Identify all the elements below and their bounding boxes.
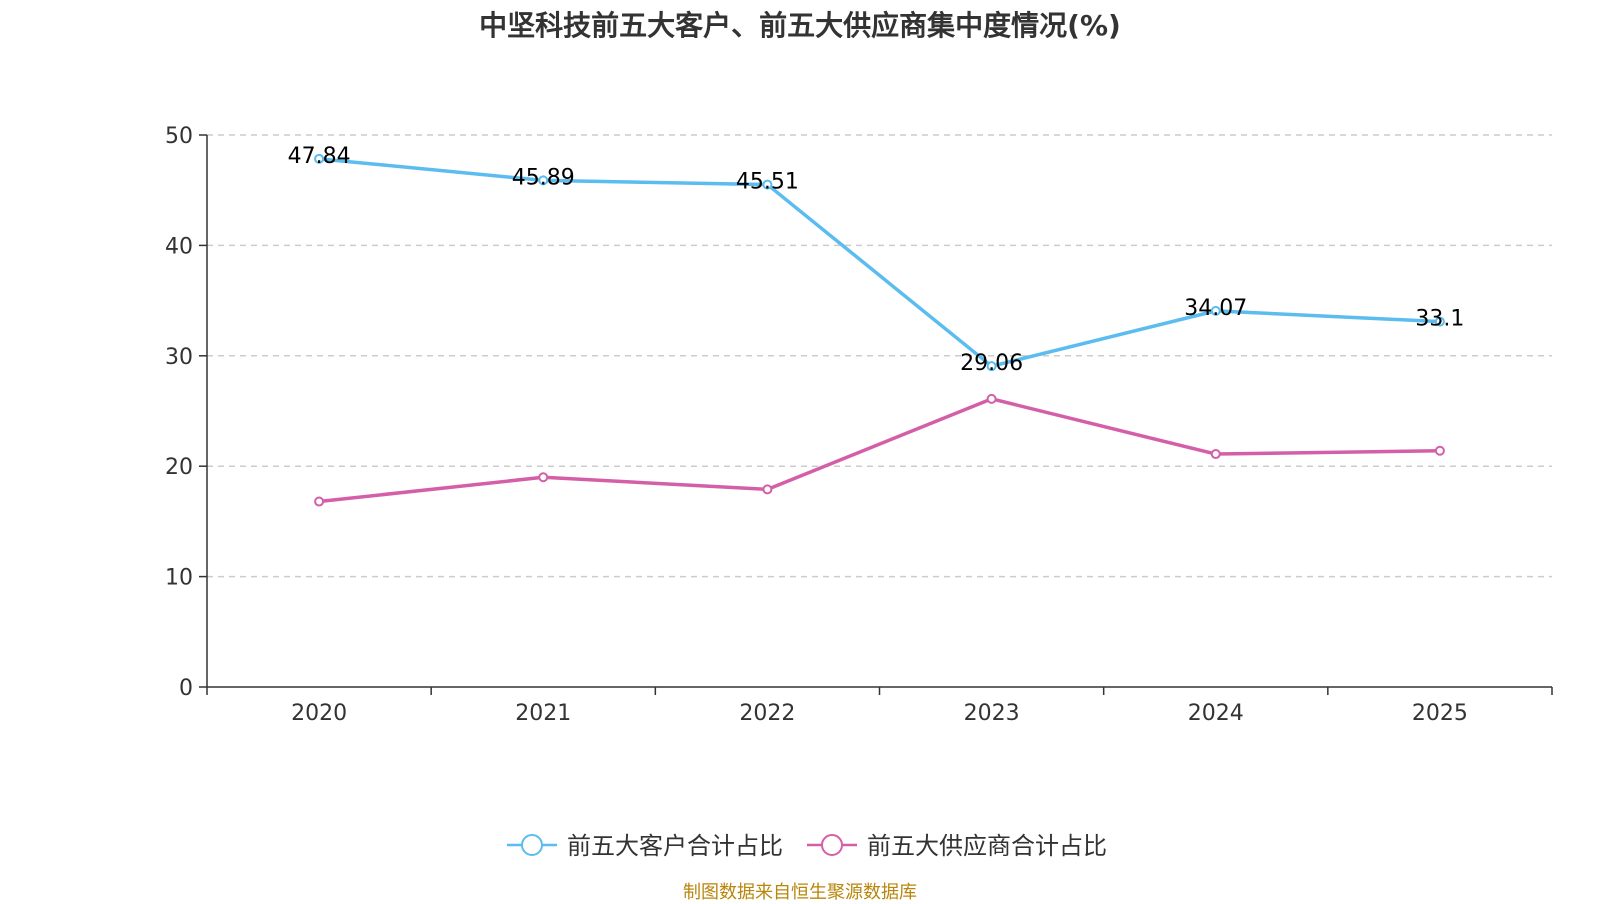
data-label: 29.06	[960, 351, 1023, 376]
data-label: 45.51	[736, 170, 799, 195]
legend-marker-icon	[521, 834, 543, 856]
y-tick-label: 40	[165, 234, 193, 259]
chart-title: 中坚科技前五大客户、前五大供应商集中度情况(%)	[479, 9, 1121, 42]
series-line-2	[318, 397, 1440, 504]
legend-label: 前五大供应商合计占比	[867, 832, 1107, 860]
series-line-1	[318, 157, 1441, 368]
data-point	[986, 393, 997, 404]
data-label: 33.1	[1415, 307, 1464, 332]
data-labels: 47.84 45.89 45.51 29.06 34.07 33.1	[288, 144, 1465, 376]
x-tick-label: 2024	[1188, 701, 1244, 726]
x-tick-label: 2021	[515, 701, 571, 726]
grid-lines	[207, 134, 1552, 578]
y-tick-label: 30	[165, 345, 193, 370]
data-point	[762, 484, 773, 495]
data-point	[538, 472, 549, 483]
series	[314, 153, 1445, 507]
data-label: 45.89	[512, 165, 575, 190]
legend-label: 前五大客户合计占比	[567, 832, 783, 860]
legend-marker-icon	[821, 834, 843, 856]
data-point	[762, 179, 773, 190]
legend[interactable]: 前五大客户合计占比 前五大供应商合计占比	[507, 832, 1107, 860]
data-source-note: 制图数据来自恒生聚源数据库	[683, 882, 917, 903]
data-point	[538, 175, 549, 186]
axes: 0 10 20 30 40 50 2020 2021 2022 2023 2024 2025	[165, 124, 1553, 726]
x-tick-label: 2020	[291, 701, 347, 726]
x-tick-label: 2025	[1412, 701, 1468, 726]
data-point	[1434, 316, 1445, 327]
y-tick-label: 10	[165, 566, 193, 591]
data-point	[1434, 445, 1445, 456]
data-point	[1210, 305, 1221, 316]
data-label: 47.84	[288, 144, 351, 169]
data-point	[986, 361, 997, 372]
data-label: 34.07	[1184, 296, 1247, 321]
x-tick-label: 2022	[739, 701, 795, 726]
y-tick-label: 20	[165, 455, 193, 480]
data-point	[314, 496, 325, 507]
data-point	[314, 153, 325, 164]
y-tick-label: 0	[179, 676, 193, 701]
x-tick-label: 2023	[964, 701, 1020, 726]
data-point	[1210, 449, 1221, 460]
y-tick-label: 50	[165, 124, 193, 149]
